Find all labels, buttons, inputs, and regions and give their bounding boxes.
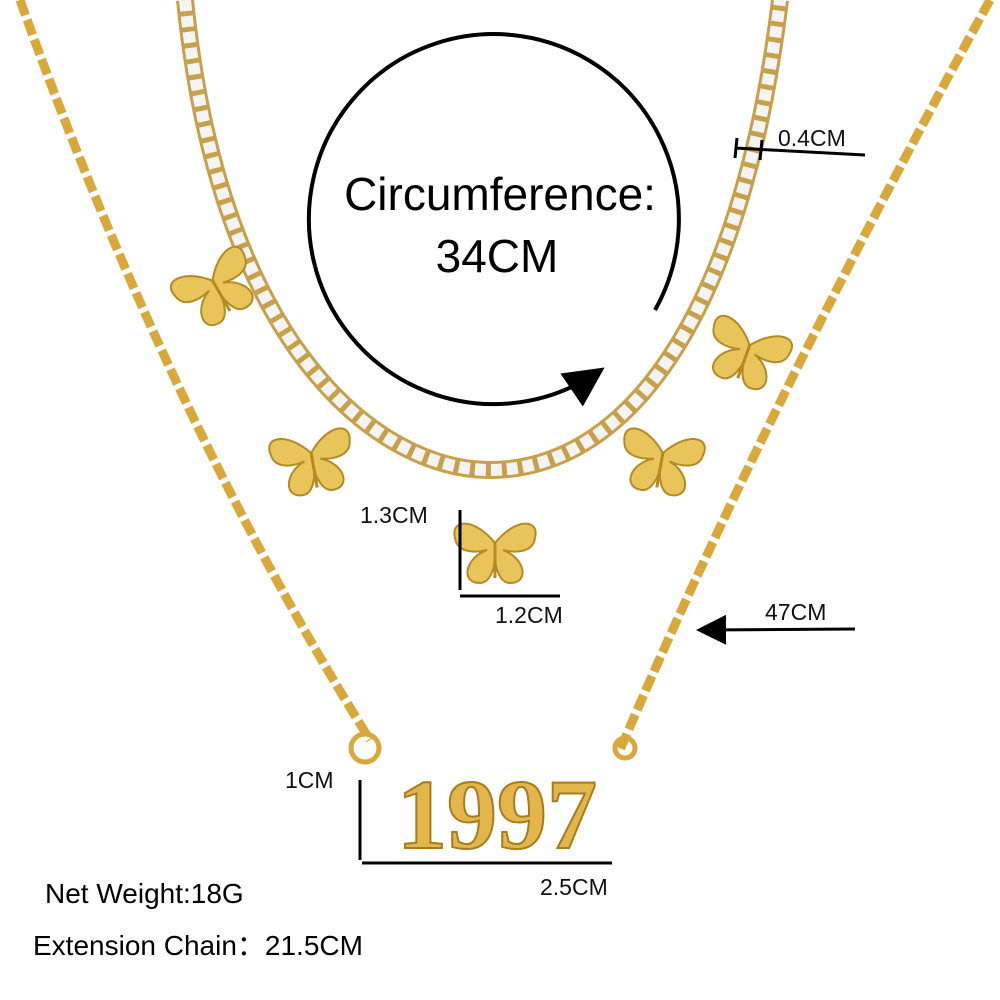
dimension-label: 1CM [285,767,334,793]
gold-chain [615,0,994,752]
butterfly [266,425,360,502]
butterfly [614,425,708,502]
dimension-rule [733,137,866,161]
butterfly [696,311,797,399]
dimension-label: 1.3CM [360,502,428,528]
circumference-arrow [306,32,681,407]
extension-chain: Extension Chain：21.5CM [33,930,363,961]
jump-ring [612,735,638,761]
dimension-arrow [696,614,856,645]
circumference-value: 34CM [436,230,559,282]
dimension-label: 2.5CM [540,874,608,900]
dimension-label: 0.4CM [778,125,846,151]
jump-ring [348,731,382,765]
dimension-label: 1.2CM [495,602,563,628]
net-weight: Net Weight:18G [45,878,244,909]
dimension-label: 47CM [765,599,826,625]
circumference-label: Circumference: [344,168,656,220]
pendant-text: 1997 [397,759,597,870]
rhinestones [179,0,786,477]
dimension-rule [358,780,612,865]
gold-chain [15,0,374,743]
dimension-rule [458,510,560,598]
butterfly [452,522,538,585]
